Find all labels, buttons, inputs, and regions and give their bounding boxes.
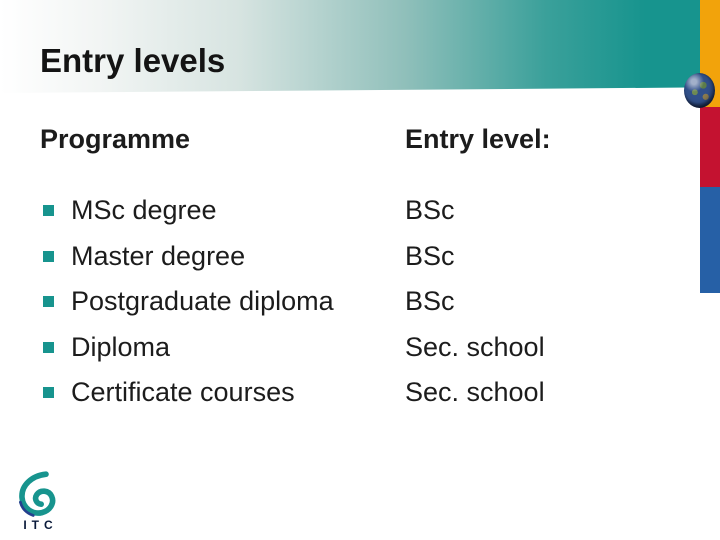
entry-level-value: BSc xyxy=(405,240,455,271)
edge-bar-blue xyxy=(700,187,720,293)
column-header-programme: Programme xyxy=(40,123,191,154)
programme-label: MSc degree xyxy=(71,195,217,226)
programme-label: Certificate courses xyxy=(71,377,295,408)
programme-label: Diploma xyxy=(71,331,171,362)
entry-level-value: BSc xyxy=(405,286,455,317)
programme-label: Postgraduate diploma xyxy=(71,286,334,317)
page-title: Entry levels xyxy=(40,42,226,80)
itc-logo: ITC xyxy=(10,470,66,532)
table-row: Master degree BSc xyxy=(40,234,660,280)
square-bullet-icon xyxy=(43,296,54,308)
entry-level-value: Sec. school xyxy=(405,377,545,408)
square-bullet-icon xyxy=(43,387,54,399)
entry-level-value: Sec. school xyxy=(405,331,545,362)
itc-swirl-icon xyxy=(19,471,56,517)
table-row: Postgraduate diploma BSc xyxy=(40,279,660,325)
globe-icon xyxy=(684,73,715,108)
table-row: Certificate courses Sec. school xyxy=(40,370,660,416)
table-header-row: Programme Entry level: xyxy=(40,116,660,162)
table-body: MSc degree BSc Master degree BSc Postgra… xyxy=(40,188,660,416)
itc-logo-text: ITC xyxy=(23,518,58,532)
edge-bar-red xyxy=(700,107,720,187)
entry-level-value: BSc xyxy=(405,195,455,226)
square-bullet-icon xyxy=(43,250,54,262)
table-row: MSc degree BSc xyxy=(40,188,660,234)
square-bullet-icon xyxy=(43,341,54,353)
programme-label: Master degree xyxy=(71,240,246,271)
square-bullet-icon xyxy=(43,205,54,217)
column-header-entry-level: Entry level: xyxy=(405,123,551,154)
table-row: Diploma Sec. school xyxy=(40,325,660,371)
header-band xyxy=(0,0,701,93)
